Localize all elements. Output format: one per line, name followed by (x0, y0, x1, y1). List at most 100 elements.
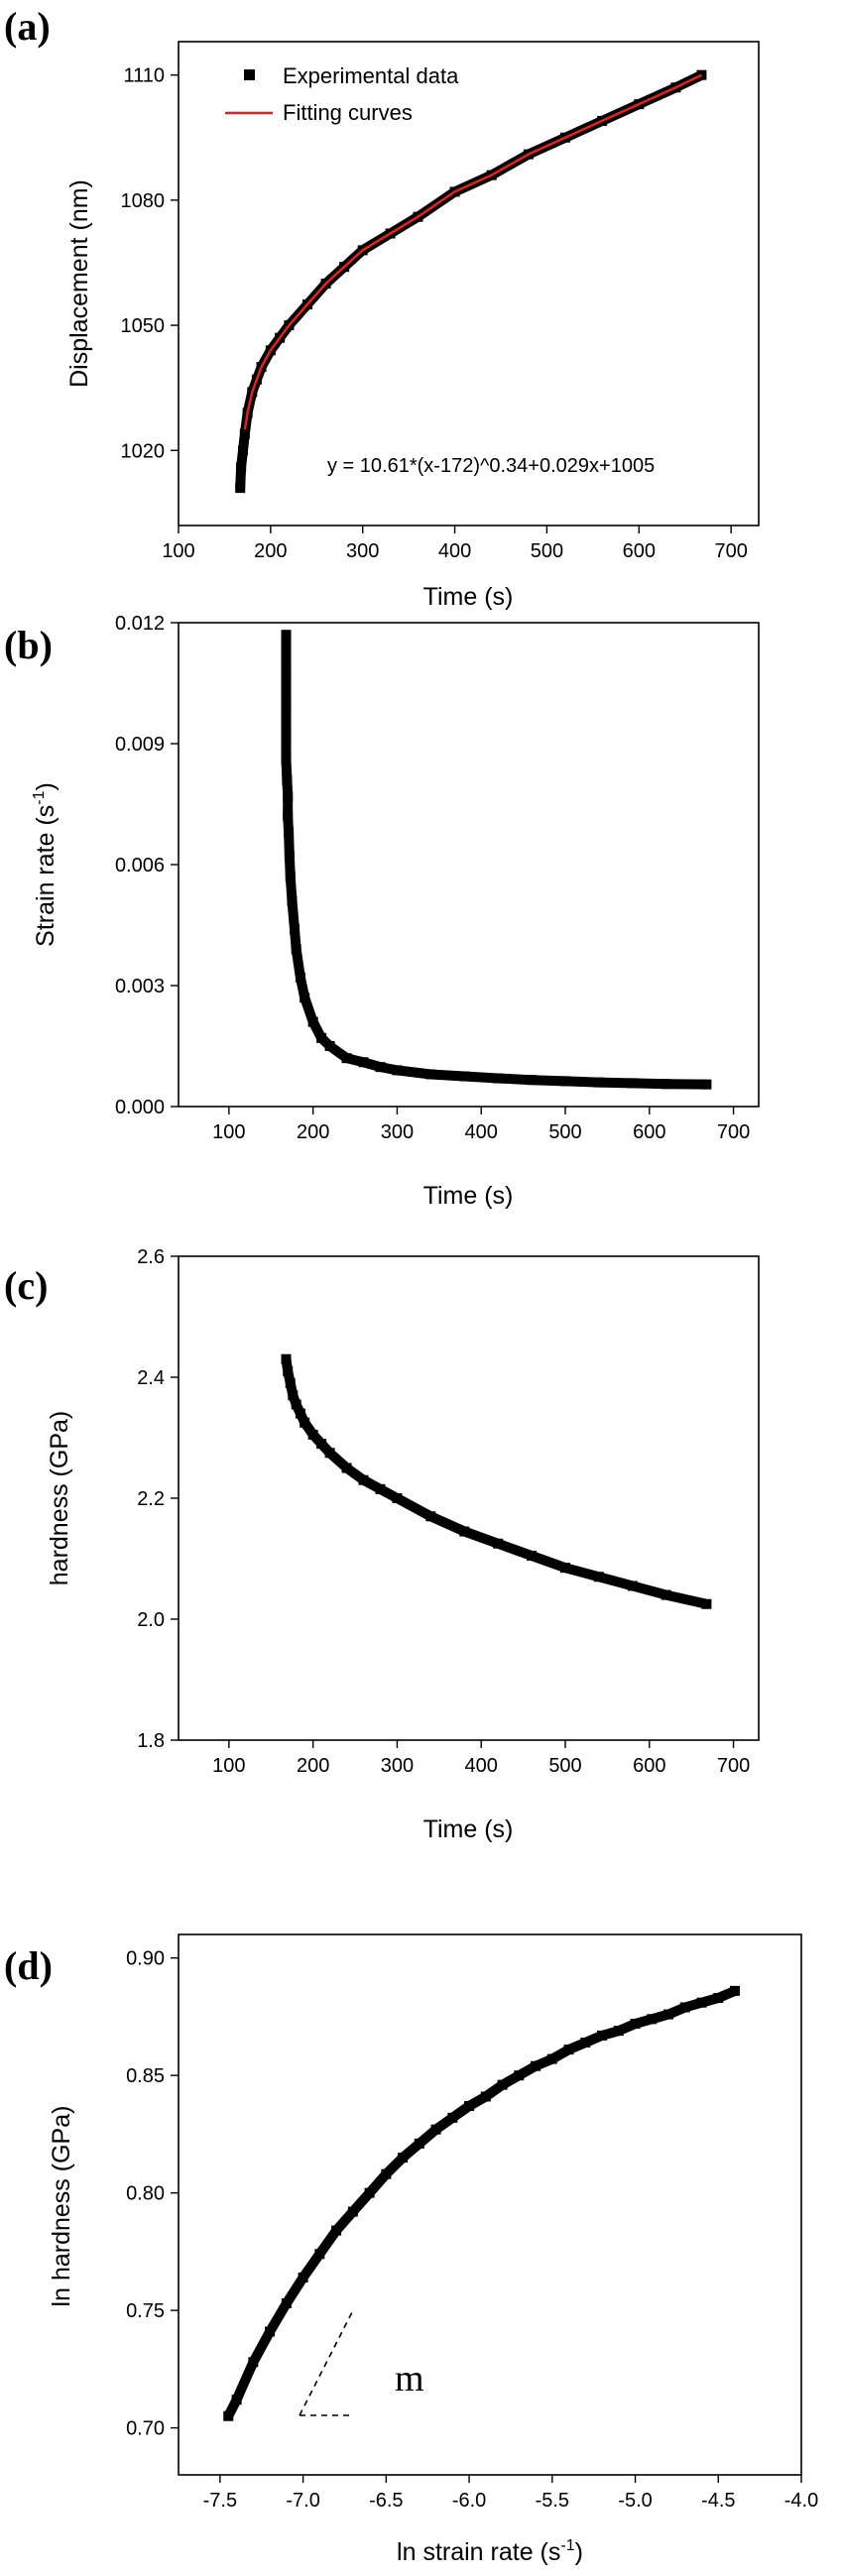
y-tick-label-b: 0.006 (115, 855, 165, 877)
panel-label-a: (a) (4, 4, 51, 49)
data-point-d (613, 2026, 624, 2037)
data-point-b (283, 790, 294, 801)
data-marks-a (235, 69, 707, 494)
data-point-b (295, 972, 305, 983)
x-axis-label-d-main: ln strain rate (s (397, 2538, 560, 2566)
x-tick-label-d: -6.5 (369, 2490, 403, 2512)
y-ticks-c: 1.8 2.0 2.2 2.4 2.6 (137, 1246, 179, 1752)
plot-frame-b (178, 622, 760, 1108)
data-point-d (730, 1985, 741, 1996)
data-point-b (459, 1071, 470, 1082)
x-axis-label-d-sup: -1 (560, 2537, 574, 2554)
data-point-d (298, 2272, 308, 2283)
panel-label-c: (c) (4, 1263, 48, 1308)
data-point-d (497, 2079, 508, 2090)
panel-label-d: (d) (4, 1943, 53, 1988)
x-tick-label-c: 600 (633, 1755, 665, 1777)
y-tick-label-b: 0.003 (115, 976, 165, 997)
y-tick-label-c: 2.0 (137, 1609, 165, 1631)
x-axis-label-c: Time (s) (423, 1815, 514, 1843)
y-tick-label-d: 0.75 (126, 2300, 165, 2322)
x-axis-label-d: ln strain rate (s-1) (397, 2537, 583, 2566)
data-point-a (236, 462, 247, 473)
data-point-d (480, 2091, 491, 2102)
data-point-c (341, 1463, 352, 1473)
x-ticks-d: -7.5 -7.0 -6.5 -6.0 -5.5 -5.0 -4.5 -4.0 (203, 2475, 818, 2512)
data-point-c (307, 1429, 318, 1440)
data-point-d (563, 2045, 574, 2055)
data-point-b (375, 1062, 386, 1073)
data-point-d (647, 2014, 658, 2025)
data-point-b (290, 924, 300, 935)
slope-hypotenuse (299, 2311, 353, 2416)
data-point-c (527, 1550, 538, 1561)
data-point-c (285, 1378, 296, 1389)
y-axis-label-d: ln hardness (GPa) (48, 2106, 75, 2307)
data-point-d (281, 2298, 292, 2309)
y-tick-label-a: 1020 (121, 440, 166, 462)
data-point-d (679, 2002, 690, 2013)
data-point-c (701, 1598, 712, 1609)
series-band-a (235, 70, 704, 489)
slope-triangle: m (299, 2311, 424, 2416)
data-point-c (288, 1390, 299, 1401)
x-tick-label-b: 600 (633, 1121, 665, 1143)
data-point-d (663, 2009, 674, 2020)
y-axis-label-b: Strain rate (s-1) (31, 782, 60, 947)
x-tick-label-d: -5.0 (618, 2490, 652, 2512)
plot-frame-d (178, 1933, 802, 2476)
data-point-c (560, 1563, 570, 1574)
x-tick-label-d: -4.5 (701, 2490, 735, 2512)
y-axis-label-b-main: Strain rate (s (32, 805, 60, 947)
data-point-d (464, 2100, 475, 2111)
y-tick-label-c: 2.4 (137, 1367, 165, 1389)
y-tick-label-b: 0.000 (115, 1097, 165, 1118)
x-tick-label-a: 400 (438, 540, 471, 562)
series-band-d (223, 1986, 737, 2419)
series-line-a (243, 73, 702, 430)
x-tick-label-a: 100 (162, 540, 194, 562)
y-tick-label-d: 0.90 (126, 1948, 165, 1970)
y-axis-label-c: hardness (GPa) (46, 1411, 73, 1585)
data-point-b (316, 1032, 327, 1043)
x-tick-label-c: 300 (381, 1755, 414, 1777)
data-point-b (281, 630, 292, 641)
x-ticks-c: 100 200 300 400 500 600 700 (212, 1740, 750, 1777)
x-ticks-a: 100 200 300 400 500 600 700 (162, 526, 748, 562)
legend-label-fitting: Fitting curves (283, 100, 413, 125)
x-tick-label-a: 500 (531, 540, 563, 562)
x-tick-label-d: -4.0 (784, 2490, 818, 2512)
data-point-b (425, 1069, 436, 1080)
y-ticks-d: 0.70 0.75 0.80 0.85 0.90 (126, 1948, 179, 2440)
x-tick-label-a: 200 (254, 540, 287, 562)
legend-a: Experimental data Fitting curves (225, 63, 459, 125)
data-point-d (223, 2410, 234, 2421)
data-point-d (531, 2060, 541, 2071)
x-tick-label-b: 700 (717, 1121, 750, 1143)
x-tick-label-a: 600 (623, 540, 656, 562)
data-point-d (364, 2187, 375, 2198)
data-point-c (316, 1439, 327, 1450)
data-point-c (291, 1399, 301, 1410)
data-point-b (283, 811, 294, 822)
y-ticks-a: 1020 1050 1080 1110 (121, 65, 179, 462)
data-point-b (281, 702, 292, 713)
data-point-b (284, 851, 295, 862)
data-point-c (283, 1365, 294, 1376)
x-tick-label-b: 500 (548, 1121, 581, 1143)
data-marks-d (223, 1985, 741, 2421)
data-point-d (231, 2395, 242, 2405)
data-point-d (331, 2225, 342, 2236)
series-band-b (281, 635, 707, 1090)
data-point-b (341, 1053, 352, 1064)
data-point-b (560, 1076, 570, 1087)
panel-label-b: (b) (4, 623, 53, 667)
x-tick-label-a: 700 (714, 540, 747, 562)
data-point-c (493, 1538, 504, 1549)
data-point-d (347, 2206, 358, 2217)
y-tick-label-d: 0.70 (126, 2418, 165, 2440)
x-axis-label-a: Time (s) (423, 583, 514, 611)
y-tick-label-c: 2.2 (137, 1488, 165, 1510)
y-tick-label-d: 0.80 (126, 2183, 165, 2205)
